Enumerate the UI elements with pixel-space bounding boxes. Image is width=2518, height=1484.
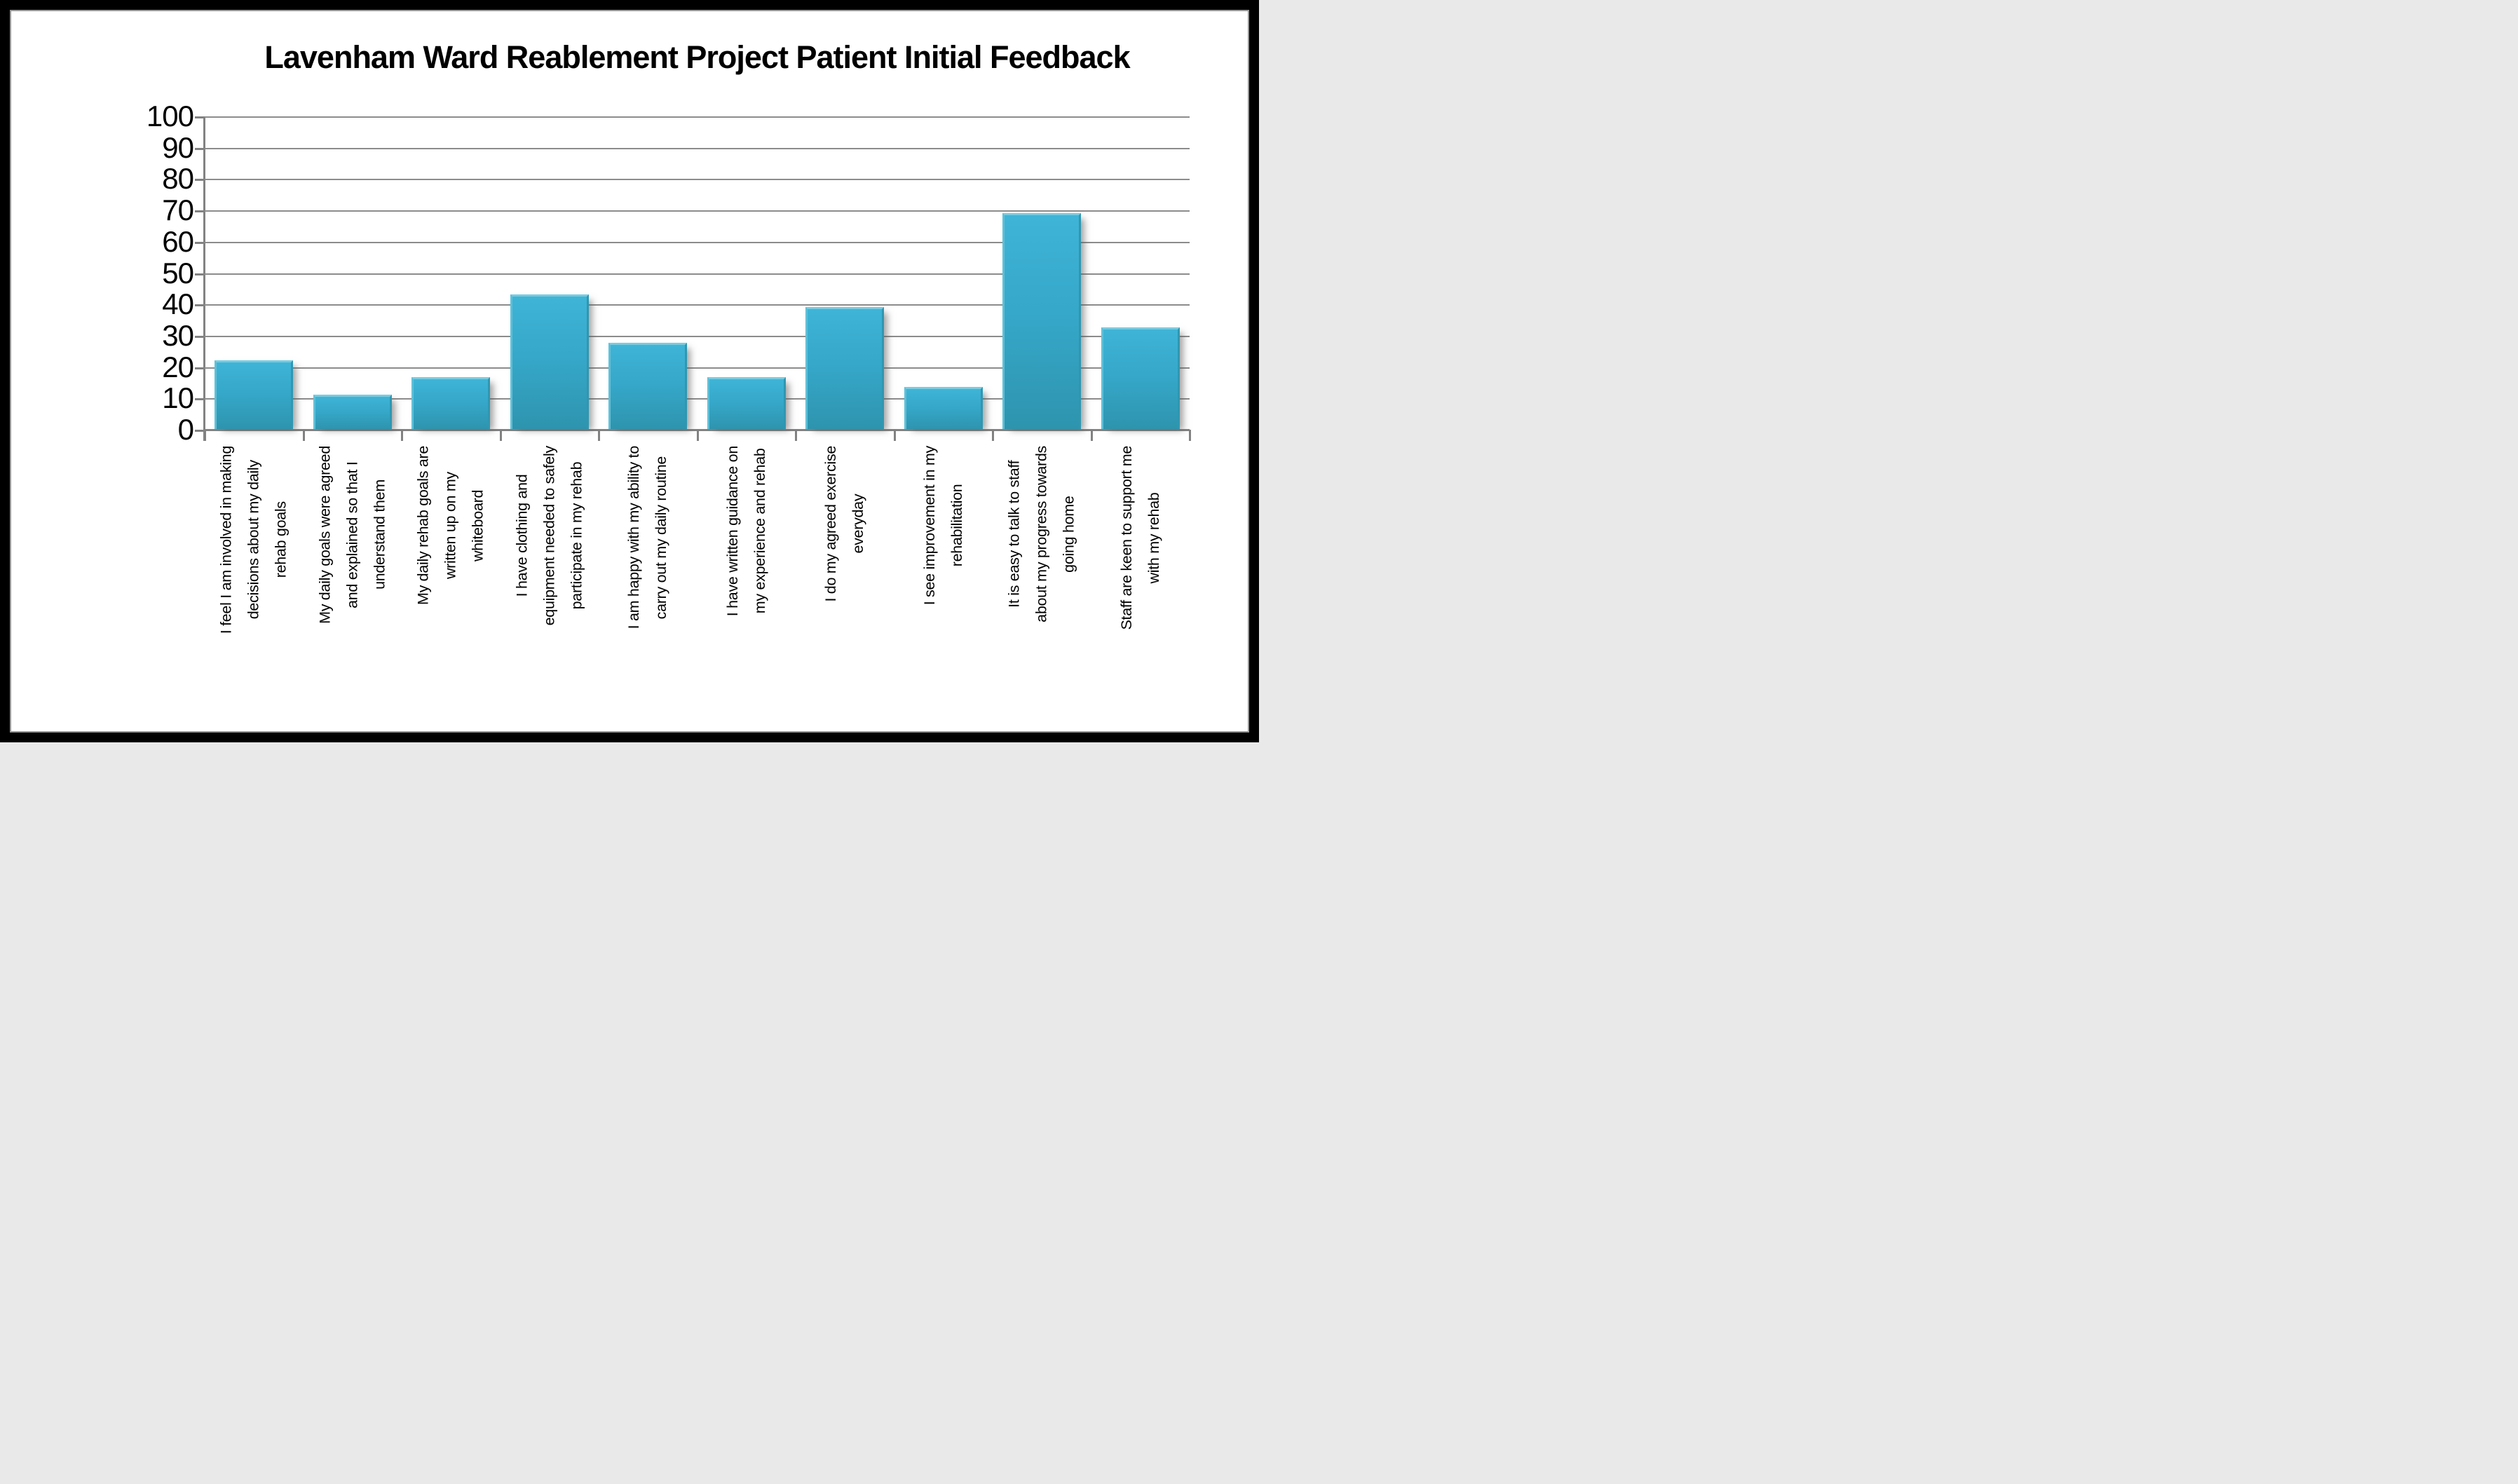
bar-category-3: [411, 377, 491, 429]
gridline-40: [205, 304, 1190, 306]
category-label-9: It is easy to talk to staff about my pro…: [1005, 446, 1077, 622]
x-axis-tick: [1189, 430, 1191, 441]
category-label-7: I do my agreed exercise everyday: [822, 446, 867, 602]
category-label-8: I see improvement in my rehabilitation: [920, 446, 965, 606]
y-axis-tick: [195, 242, 205, 244]
y-axis-tick: [195, 367, 205, 369]
x-axis-tick: [204, 430, 206, 441]
category-label-2: My daily goals were agreed and explained…: [316, 446, 388, 624]
y-axis-tick: [195, 430, 205, 432]
gridline-100: [205, 116, 1190, 118]
y-axis-label-80: 80: [162, 162, 194, 195]
category-label-10: Staff are keen to support me with my reh…: [1117, 446, 1162, 630]
y-axis-tick: [195, 148, 205, 150]
x-axis-tick: [1090, 430, 1093, 441]
category-label-3: My daily rehab goals are written up on m…: [414, 446, 486, 606]
gridline-20: [205, 367, 1190, 369]
y-axis-tick: [195, 304, 205, 306]
y-axis-label-100: 100: [146, 100, 194, 132]
bar-category-2: [313, 394, 392, 429]
y-axis-label-70: 70: [162, 193, 194, 226]
chart-title: Lavenham Ward Reablement Project Patient…: [264, 39, 1130, 75]
y-axis-label-0: 0: [177, 413, 194, 446]
y-axis-tick: [195, 336, 205, 338]
x-axis-tick: [401, 430, 403, 441]
y-axis-line: [203, 116, 205, 441]
bar-category-5: [608, 343, 688, 429]
category-label-4: I have clothing and equipment needed to …: [513, 446, 585, 626]
x-axis-tick: [893, 430, 896, 441]
gridline-70: [205, 210, 1190, 212]
bar-category-7: [805, 306, 885, 429]
y-axis-tick: [195, 210, 205, 212]
x-axis-tick: [795, 430, 797, 441]
y-axis-tick: [195, 116, 205, 118]
y-axis-label-60: 60: [162, 225, 194, 258]
gridline-90: [205, 148, 1190, 149]
category-label-1: I feel I am involved in making decisions…: [217, 446, 290, 634]
bar-category-4: [510, 294, 589, 429]
chart-frame: Lavenham Ward Reablement Project Patient…: [0, 0, 1259, 742]
bar-category-9: [1002, 212, 1082, 429]
y-axis-tick: [195, 273, 205, 275]
gridline-30: [205, 336, 1190, 337]
x-axis-tick: [696, 430, 699, 441]
y-axis-label-20: 20: [162, 350, 194, 383]
gridline-10: [205, 398, 1190, 400]
chart-canvas: Lavenham Ward Reablement Project Patient…: [10, 10, 1249, 733]
category-label-5: I am happy with my ability to carry out …: [625, 446, 670, 629]
bar-category-6: [707, 377, 786, 429]
x-axis-tick: [302, 430, 305, 441]
bar-category-8: [904, 386, 983, 429]
bar-category-10: [1101, 327, 1180, 429]
x-axis-tick: [992, 430, 994, 441]
y-axis-label-40: 40: [162, 287, 194, 320]
bar-category-1: [215, 360, 294, 429]
y-axis-label-30: 30: [162, 319, 194, 352]
category-label-6: I have written guidance on my experience…: [723, 446, 768, 617]
y-axis-label-90: 90: [162, 131, 194, 164]
gridline-80: [205, 179, 1190, 180]
gridline-60: [205, 242, 1190, 243]
y-axis-tick: [195, 179, 205, 181]
plot-area: [195, 116, 1191, 441]
y-axis-label-50: 50: [162, 257, 194, 290]
y-axis-label-10: 10: [162, 381, 194, 414]
x-axis-tick: [598, 430, 600, 441]
gridline-50: [205, 273, 1190, 275]
x-axis-tick: [499, 430, 502, 441]
y-axis-tick: [195, 398, 205, 400]
